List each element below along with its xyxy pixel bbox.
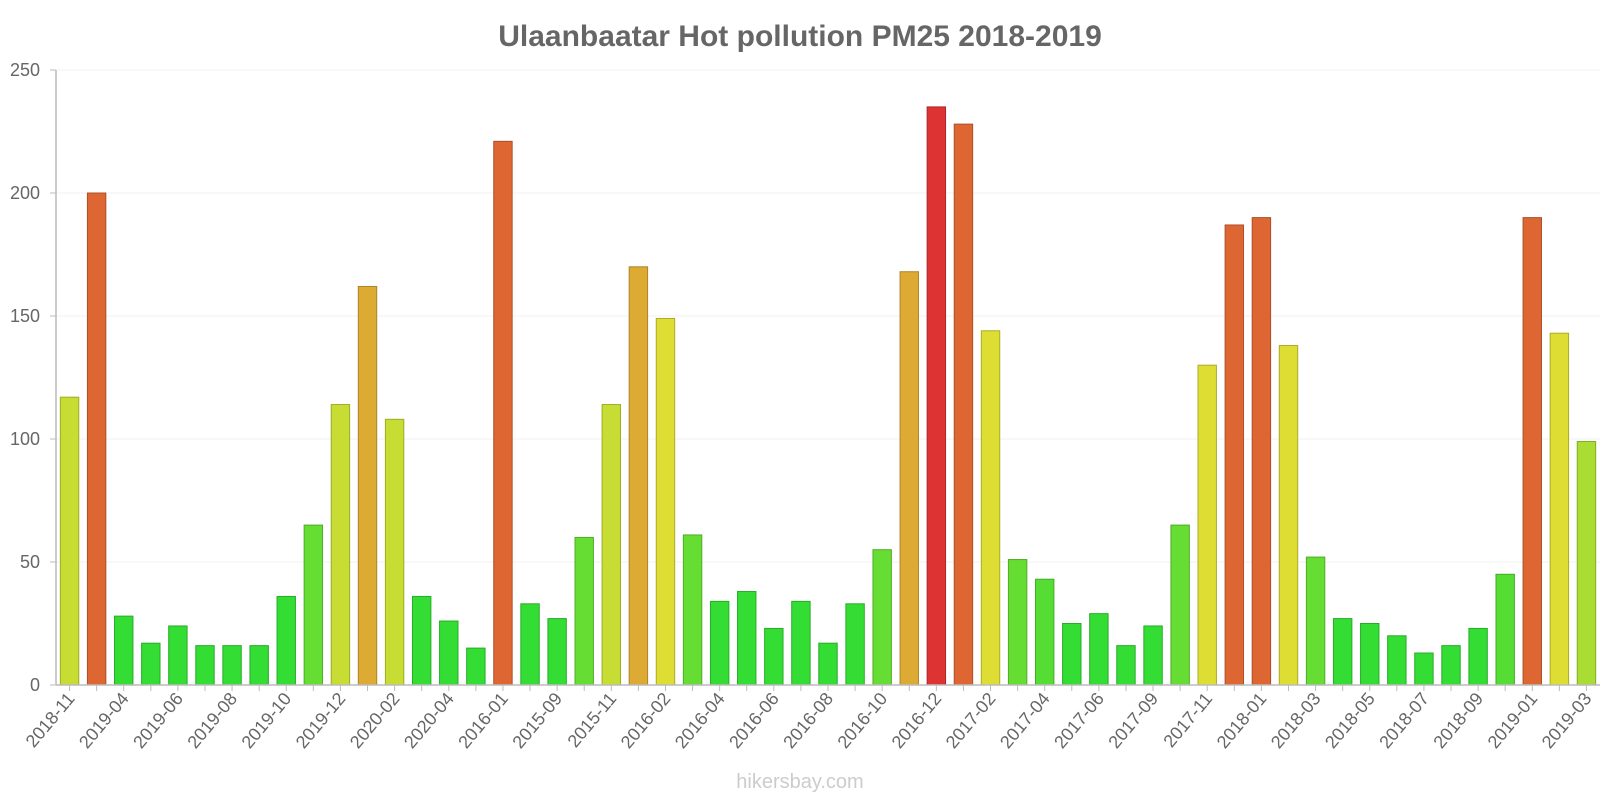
- bar-4: [168, 625, 188, 686]
- y-axis-ticks: 0 50 100 150 200 250: [10, 60, 56, 695]
- x-tick-label: 2019-06: [129, 689, 187, 752]
- x-tick-label: 2015-11: [563, 689, 620, 751]
- bar-6: [222, 645, 242, 686]
- x-tick-label: 2016-04: [671, 689, 729, 752]
- bar-25: [737, 591, 757, 686]
- gridlines: [56, 69, 1600, 686]
- x-tick-label: 2016-08: [779, 689, 837, 752]
- x-tick-label: 2018-11: [22, 689, 79, 751]
- x-tick-label: 2018-05: [1321, 689, 1379, 752]
- bar-38: [1089, 613, 1109, 686]
- x-tick-label: 2017-02: [942, 689, 1000, 752]
- bar-47: [1332, 618, 1353, 686]
- bar-1: [86, 192, 107, 686]
- bar-29: [845, 603, 865, 686]
- bar-21: [628, 266, 649, 686]
- x-tick-label: 2016-12: [888, 689, 946, 752]
- bar-46: [1305, 556, 1326, 686]
- bar-10: [330, 404, 351, 686]
- bar-41: [1170, 524, 1190, 686]
- x-tick-label: 2016-01: [454, 689, 512, 752]
- bar-48: [1360, 623, 1380, 686]
- bar-24: [709, 600, 730, 686]
- bar-5: [195, 645, 215, 686]
- bar-11: [357, 285, 378, 686]
- y-tick-label: 150: [10, 306, 40, 326]
- bar-23: [682, 534, 703, 686]
- bar-20: [601, 404, 622, 686]
- bar-12: [384, 418, 405, 686]
- chart-title: Ulaanbaatar Hot pollution PM25 2018-2019: [498, 20, 1102, 53]
- y-tick-label: 100: [10, 429, 40, 449]
- x-tick-label: 2016-10: [833, 689, 891, 752]
- x-tick-label: 2018-01: [1213, 689, 1271, 752]
- bar-14: [439, 620, 459, 686]
- x-tick-label: 2018-03: [1267, 689, 1325, 752]
- x-tick-label: 2019-01: [1484, 689, 1542, 752]
- bar-9: [303, 524, 324, 686]
- y-tick-label: 250: [10, 60, 40, 80]
- x-tick-label: 2019-12: [292, 689, 350, 752]
- bar-3: [141, 642, 161, 686]
- bar-16: [493, 140, 513, 686]
- bar-40: [1143, 625, 1163, 686]
- bar-45: [1278, 345, 1299, 686]
- bar-19: [574, 536, 594, 686]
- y-tick-label: 200: [10, 183, 40, 203]
- x-tick-label: 2018-07: [1375, 689, 1433, 752]
- x-tick-label: 2020-02: [346, 689, 404, 752]
- bar-53: [1495, 573, 1515, 686]
- x-tick-label: 2016-02: [617, 689, 675, 752]
- x-tick-label: 2019-04: [75, 689, 133, 752]
- bar-0: [59, 396, 80, 686]
- x-axis-ticks: 2018-112019-042019-062019-082019-102019-…: [22, 685, 1596, 752]
- watermark: hikersbay.com: [736, 771, 863, 793]
- bar-50: [1414, 652, 1434, 686]
- x-tick-label: 2017-09: [1104, 689, 1162, 752]
- bar-2: [114, 615, 134, 686]
- bar-42: [1197, 364, 1217, 686]
- bar-49: [1387, 635, 1407, 686]
- bar-13: [411, 595, 432, 686]
- x-tick-label: 2019-08: [183, 689, 241, 752]
- bar-33: [953, 123, 974, 686]
- bar-56: [1576, 440, 1597, 686]
- bar-43: [1224, 224, 1245, 686]
- bar-35: [1007, 559, 1028, 686]
- bar-36: [1034, 578, 1055, 686]
- y-tick-label: 50: [20, 552, 40, 572]
- x-tick-label: 2016-06: [725, 689, 783, 752]
- x-tick-label: 2020-04: [400, 689, 458, 752]
- bars: [59, 106, 1597, 686]
- bar-17: [520, 603, 540, 686]
- bar-27: [791, 600, 811, 686]
- bar-51: [1441, 645, 1461, 686]
- bar-15: [466, 647, 486, 686]
- bar-54: [1522, 217, 1542, 686]
- bar-39: [1116, 645, 1136, 686]
- bar-52: [1468, 627, 1488, 686]
- bar-8: [276, 595, 296, 686]
- bar-34: [980, 330, 1001, 686]
- bar-37: [1062, 623, 1082, 686]
- bar-28: [818, 642, 838, 686]
- bar-22: [655, 317, 676, 686]
- y-tick-label: 0: [30, 675, 40, 695]
- x-tick-label: 2018-09: [1429, 689, 1487, 752]
- x-tick-label: 2017-04: [996, 689, 1054, 752]
- x-tick-label: 2019-10: [238, 689, 296, 752]
- x-tick-label: 2017-06: [1050, 689, 1108, 752]
- bar-18: [547, 618, 567, 686]
- bar-26: [764, 627, 784, 686]
- bar-31: [899, 271, 919, 686]
- x-tick-label: 2015-09: [508, 689, 566, 752]
- bar-44: [1251, 217, 1272, 686]
- x-tick-label: 2019-03: [1538, 689, 1596, 752]
- bar-55: [1549, 332, 1570, 686]
- bar-32: [926, 106, 947, 686]
- bar-7: [249, 645, 269, 686]
- x-tick-label: 2017-11: [1159, 689, 1216, 751]
- bar-30: [872, 549, 892, 686]
